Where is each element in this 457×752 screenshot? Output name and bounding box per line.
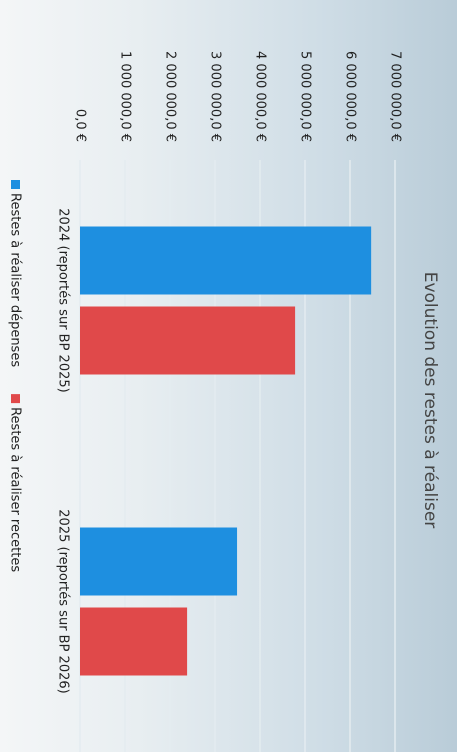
bar: [80, 226, 372, 295]
chart-title: Evolution des restes à réaliser: [420, 272, 440, 529]
x-tick-label: 2024 (reportés sur BP 2025): [56, 208, 71, 392]
legend-swatch: [11, 180, 20, 189]
y-tick-label: 4 000 000,0 €: [253, 51, 268, 142]
y-tick-label: 2 000 000,0 €: [163, 51, 178, 142]
bar: [80, 527, 238, 596]
y-tick-label: 0,0 €: [73, 109, 88, 142]
y-tick-label: 1 000 000,0 €: [118, 51, 133, 142]
bar: [80, 607, 188, 676]
x-tick-label: 2025 (reportés sur BP 2026): [56, 509, 71, 693]
y-tick-label: 6 000 000,0 €: [343, 51, 358, 142]
legend-swatch: [11, 394, 20, 404]
y-tick-label: 5 000 000,0 €: [298, 51, 313, 142]
y-tick-label: 7 000 000,0 €: [388, 51, 403, 142]
bar: [80, 306, 296, 375]
legend-label: Restes à réaliser dépenses: [8, 193, 23, 367]
legend-label: Restes à réaliser recettes: [8, 407, 23, 572]
y-tick-label: 3 000 000,0 €: [208, 51, 223, 142]
